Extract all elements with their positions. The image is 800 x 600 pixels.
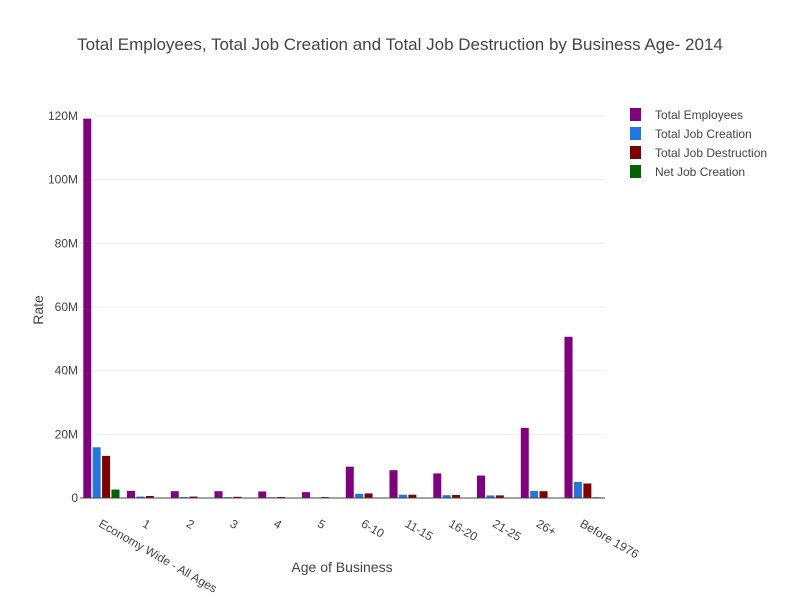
x-tick-label: 4: [271, 516, 284, 532]
bar-total-employees[interactable]: [170, 490, 180, 499]
bar-total-job-creation[interactable]: [398, 494, 408, 499]
legend[interactable]: Total Employees Total Job Creation Total J…: [630, 108, 767, 179]
legend-label: Total Job Creation: [655, 127, 752, 141]
bar-total-employees[interactable]: [345, 466, 355, 499]
bar-total-job-creation[interactable]: [92, 446, 102, 499]
bar-total-employees[interactable]: [389, 469, 398, 499]
bar-total-job-destruction[interactable]: [539, 490, 548, 499]
bars: [82, 118, 602, 499]
y-tick-label: 60M: [55, 300, 78, 314]
y-axis-ticks: 0 20M 40M 60M 80M 100M 120M: [48, 109, 78, 505]
x-tick-label: 21-25: [490, 516, 524, 544]
gridlines: [80, 115, 605, 435]
legend-item[interactable]: Total Employees: [630, 108, 743, 122]
y-tick-label: 40M: [55, 364, 78, 378]
bar-total-employees[interactable]: [126, 490, 136, 499]
x-axis-title: Age of Business: [291, 559, 392, 575]
chart-title: Total Employees, Total Job Creation and …: [77, 35, 723, 54]
bar-total-employees[interactable]: [520, 427, 530, 499]
x-tick-label: 3: [228, 516, 241, 532]
legend-label: Total Job Destruction: [655, 146, 767, 160]
bar-total-employees[interactable]: [214, 490, 223, 499]
y-tick-label: 0: [71, 491, 78, 505]
legend-swatch: [630, 165, 641, 178]
x-tick-label: 11-15: [403, 516, 436, 543]
bar-total-job-creation[interactable]: [354, 493, 364, 499]
bar-total-employees[interactable]: [564, 336, 573, 499]
y-tick-label: 80M: [55, 236, 78, 250]
bar-total-employees[interactable]: [432, 472, 442, 499]
legend-swatch: [630, 146, 641, 159]
x-tick-label: 6-10: [359, 516, 387, 540]
bar-net-job-creation[interactable]: [111, 489, 120, 499]
bar-total-job-destruction[interactable]: [101, 455, 111, 499]
legend-item[interactable]: Total Job Creation: [630, 127, 752, 141]
x-tick-label: 1: [140, 516, 153, 532]
y-tick-label: 120M: [48, 109, 78, 123]
x-tick-label: 2: [184, 516, 197, 532]
y-tick-label: 20M: [55, 427, 78, 441]
bar-total-job-creation[interactable]: [529, 490, 539, 499]
bar-total-employees[interactable]: [82, 118, 92, 499]
legend-item[interactable]: Net Job Creation: [630, 165, 745, 179]
x-tick-label: 16-20: [446, 516, 480, 544]
legend-swatch: [630, 127, 641, 140]
bar-total-employees[interactable]: [476, 475, 486, 499]
x-tick-label: 26+: [534, 516, 559, 538]
x-tick-label: Before 1976: [578, 516, 642, 561]
y-axis-title: Rate: [30, 295, 46, 325]
bar-total-employees[interactable]: [257, 491, 267, 499]
x-tick-label: Economy Wide - All Ages: [96, 516, 219, 595]
legend-swatch: [630, 108, 641, 121]
bar-total-employees[interactable]: [301, 491, 311, 499]
bar-total-job-creation[interactable]: [573, 481, 583, 499]
legend-label: Total Employees: [655, 108, 743, 122]
bar-total-job-destruction[interactable]: [582, 483, 592, 499]
bar-total-job-destruction[interactable]: [407, 494, 417, 499]
y-tick-label: 100M: [48, 173, 78, 187]
bar-total-job-destruction[interactable]: [364, 493, 373, 499]
legend-label: Net Job Creation: [655, 165, 745, 179]
x-tick-label: 5: [315, 516, 328, 532]
legend-item[interactable]: Total Job Destruction: [630, 146, 767, 160]
